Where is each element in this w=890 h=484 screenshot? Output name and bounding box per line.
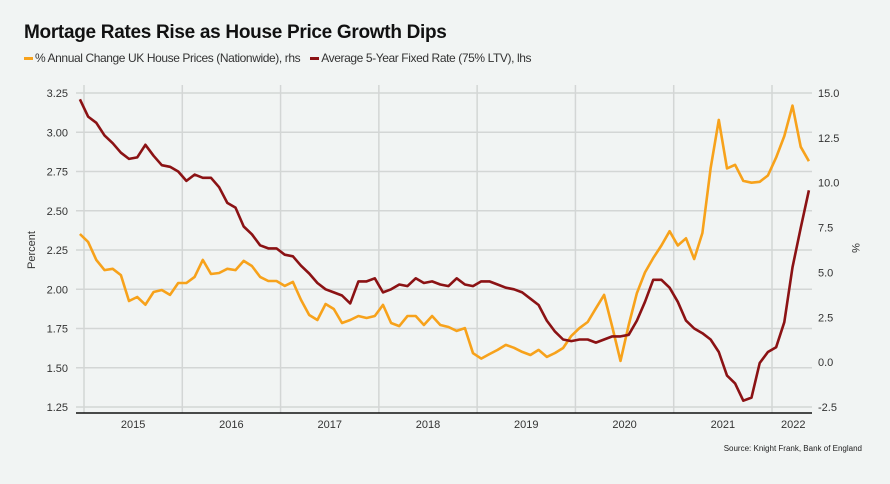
x-tick-label: 2017	[317, 419, 341, 431]
x-tick-label: 2022	[781, 419, 805, 431]
y-tick-left: 1.25	[47, 402, 68, 414]
x-tick-label: 2015	[121, 419, 145, 431]
legend-item-house-prices: % Annual Change UK House Prices (Nationw…	[24, 51, 301, 65]
series-line-house-prices	[78, 104, 811, 363]
y-tick-right: 7.5	[818, 223, 833, 235]
y-tick-left: 3.00	[47, 127, 68, 139]
y-tick-left: 1.75	[47, 324, 68, 336]
y-tick-left: 2.00	[47, 284, 68, 296]
y-tick-left: 2.50	[47, 206, 68, 218]
x-tick-label: 2021	[711, 419, 735, 431]
y-tick-right: 2.5	[818, 312, 833, 324]
x-tick-label: 2016	[219, 419, 243, 431]
legend-label: % Annual Change UK House Prices (Nationw…	[35, 51, 301, 65]
x-tick-label: 2019	[514, 419, 538, 431]
legend-swatch-orange	[24, 56, 33, 60]
y-tick-right: 10.0	[818, 178, 839, 190]
x-tick-label: 2018	[416, 419, 440, 431]
y-tick-right: 15.0	[818, 88, 839, 100]
y-axis-label-left: Percent	[26, 231, 38, 269]
y-tick-left: 2.75	[47, 167, 68, 179]
legend-swatch-red	[310, 56, 320, 60]
y-axis-label-right: %	[849, 243, 861, 253]
legend: % Annual Change UK House Prices (Nationw…	[24, 51, 532, 65]
y-tick-right: -2.5	[818, 402, 837, 414]
y-tick-left: 1.50	[47, 363, 68, 375]
y-tick-right: 0.0	[818, 357, 833, 369]
y-tick-left: 3.25	[47, 88, 68, 100]
y-tick-left: 2.25	[47, 245, 68, 257]
x-tick-label: 2020	[612, 419, 636, 431]
chart-title: Mortage Rates Rise as House Price Growth…	[24, 22, 447, 43]
source-note: Source: Knight Frank, Bank of England	[724, 444, 862, 453]
y-tick-right: 5.0	[818, 267, 833, 279]
legend-item-fixed-rate: Average 5-Year Fixed Rate (75% LTV), lhs	[310, 51, 532, 65]
series-line-fixed-rate	[78, 98, 811, 403]
legend-label: Average 5-Year Fixed Rate (75% LTV), lhs	[321, 51, 532, 65]
y-tick-right: 12.5	[818, 133, 839, 145]
